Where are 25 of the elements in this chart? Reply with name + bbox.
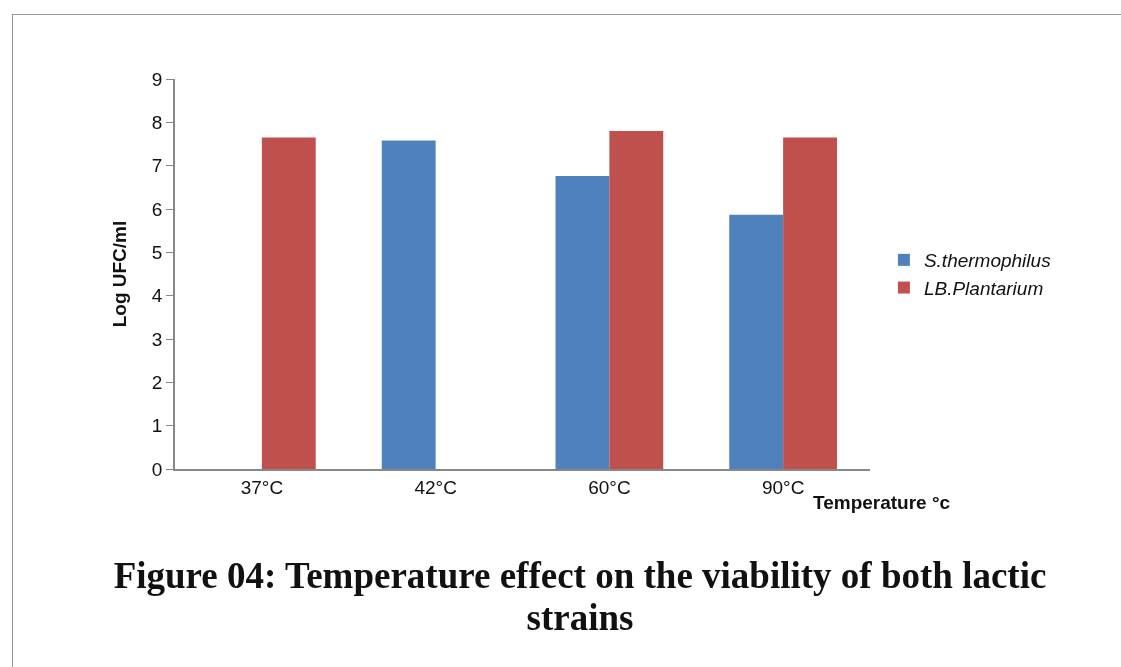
text: Figure 04: Temperature effect on the viability of both lactic strains	[112, 555, 1048, 639]
y-tick-label: 8	[151, 111, 163, 133]
x-tick-label: 60°C	[588, 476, 631, 498]
x-tick-label: 42°C	[414, 476, 457, 498]
bar	[609, 131, 664, 469]
bar	[381, 140, 436, 469]
legend-label: S.thermophilus	[923, 250, 1052, 272]
legend-label: LB.Plantarium	[923, 277, 1044, 299]
x-axis-title: Temperature °c	[813, 492, 951, 513]
bar	[261, 137, 316, 469]
y-tick-label: 9	[151, 68, 163, 90]
bar	[555, 176, 610, 469]
y-tick-label: 6	[151, 198, 163, 220]
x-tick-label: 90°C	[761, 476, 805, 498]
bar	[783, 137, 837, 469]
y-tick-label: 4	[151, 285, 163, 307]
y-tick-label: 5	[151, 241, 163, 263]
bar	[729, 214, 784, 469]
y-tick-label: 2	[151, 371, 163, 393]
y-tick-label: 1	[151, 415, 163, 437]
y-tick-label: 0	[151, 458, 163, 480]
x-tick-label: 37°C	[240, 476, 284, 498]
y-tick-label: 7	[151, 155, 163, 177]
y-tick-label: 3	[151, 328, 163, 350]
y-axis-title: Log UFC/ml	[109, 220, 131, 328]
